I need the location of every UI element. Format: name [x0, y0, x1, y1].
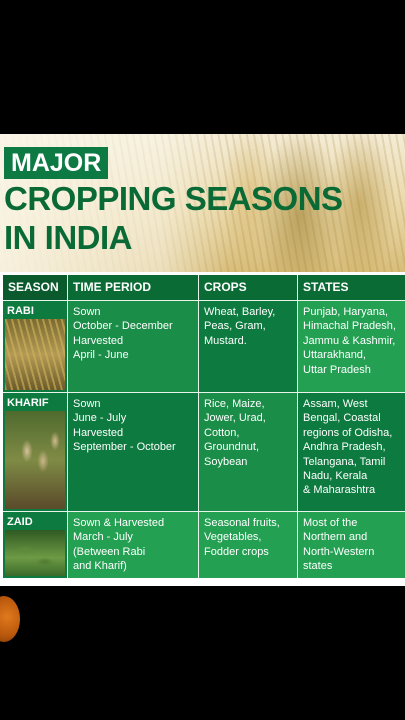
infographic-card: MAJOR CROPPING SEASONS IN INDIA SEASON T… [0, 134, 405, 586]
season-cell: ZAID [3, 512, 68, 578]
season-name: KHARIF [7, 397, 49, 409]
cropping-seasons-table: SEASON TIME PERIOD CROPS STATES RABI Sow… [3, 275, 405, 578]
column-header-season: SEASON [3, 275, 68, 300]
table-row-kharif: KHARIF Sown June - July Harvested Septem… [3, 393, 405, 512]
page-title-line-1: CROPPING SEASONS [4, 180, 343, 217]
crops-cell: Rice, Maize, Jower, Urad, Cotton, Ground… [199, 393, 298, 511]
groundnut-crop-photo [5, 411, 65, 509]
states-cell: Assam, West Bengal, Coastal regions of O… [298, 393, 405, 511]
table-row-zaid: ZAID Sown & Harvested March - July (Betw… [3, 512, 405, 578]
table-row-rabi: RABI Sown October - December Harvested A… [3, 301, 405, 393]
states-cell: Most of the Northern and North-Western s… [298, 512, 405, 578]
cucumber-crop-photo [5, 530, 65, 576]
states-cell: Punjab, Haryana, Himachal Pradesh, Jammu… [298, 301, 405, 392]
season-name: ZAID [7, 516, 33, 528]
column-header-states: STATES [303, 280, 349, 294]
column-header-time-period: TIME PERIOD [68, 275, 199, 300]
major-badge: MAJOR [4, 147, 109, 179]
orange-circle-icon[interactable] [0, 596, 20, 642]
season-name: RABI [7, 305, 34, 317]
season-cell: RABI [3, 301, 68, 392]
crops-cell: Seasonal fruits, Vegetables, Fodder crop… [199, 512, 298, 578]
time-period-cell: Sown & Harvested March - July (Between R… [68, 512, 199, 578]
column-header-crops: CROPS [199, 275, 298, 300]
time-period-cell: Sown October - December Harvested April … [68, 301, 199, 392]
wheat-crop-photo [5, 319, 65, 390]
season-cell: KHARIF [3, 393, 68, 511]
time-period-cell: Sown June - July Harvested September - O… [68, 393, 199, 511]
page-title-line-2: IN INDIA [4, 219, 133, 256]
crops-cell: Wheat, Barley, Peas, Gram, Mustard. [199, 301, 298, 392]
table-header-row: SEASON TIME PERIOD CROPS STATES [3, 275, 405, 301]
